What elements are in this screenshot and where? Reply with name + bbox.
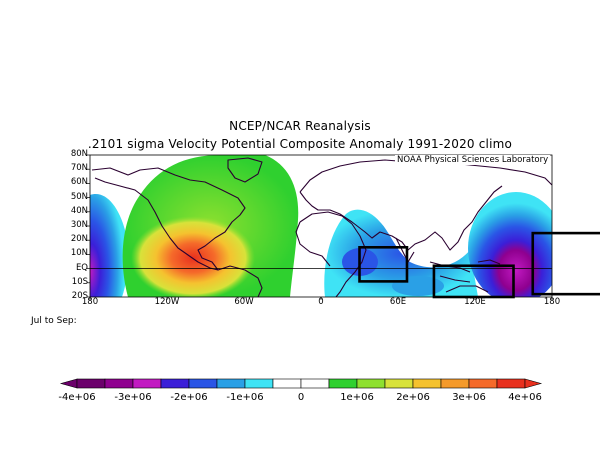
lon-tick-label: 180 xyxy=(81,297,99,307)
colorbar-cell xyxy=(356,378,386,389)
lon-tick-label: 0 xyxy=(318,297,324,307)
colorbar-label: 0 xyxy=(297,392,305,403)
colorbar-label: -4e+06 xyxy=(58,392,96,403)
anomaly-field xyxy=(90,155,552,297)
lat-tick-label: 80N xyxy=(70,149,88,159)
negative-anomaly-pacific xyxy=(468,192,552,297)
colorbar-label: -2e+06 xyxy=(170,392,208,403)
greenland-outline xyxy=(227,157,263,183)
colorbar-label: 2e+06 xyxy=(396,392,430,403)
colorbar-cell xyxy=(384,378,414,389)
positive-anomaly-core xyxy=(131,216,255,297)
page-subtitle: .2101 sigma Velocity Potential Composite… xyxy=(87,137,513,151)
lon-tick-label: 180 xyxy=(543,297,561,307)
australia-outline xyxy=(445,285,489,293)
colorbar-cell xyxy=(76,378,106,389)
south-america-outline xyxy=(217,265,263,297)
lat-tick-label: 40N xyxy=(70,205,88,216)
highlight-box xyxy=(358,246,409,283)
colorbar-cell xyxy=(272,378,302,389)
colorbar-cell xyxy=(132,378,162,389)
negative-anomaly-west xyxy=(90,194,128,297)
colorbar-cell xyxy=(300,378,330,389)
lon-tick-label: 120E xyxy=(464,297,486,307)
colorbar-cell xyxy=(328,378,358,389)
colorbar-label: 3e+06 xyxy=(452,392,486,403)
credit-label: NOAA Physical Sciences Laboratory xyxy=(395,155,551,165)
lat-tick-label: 20N xyxy=(70,234,88,245)
north-america-outline xyxy=(91,167,246,271)
colorbar-cell xyxy=(104,378,134,389)
highlight-boxes xyxy=(358,231,600,299)
lat-tick-label: EQ xyxy=(75,262,88,273)
lon-tick-label: 60W xyxy=(234,297,254,307)
colorbar-cell xyxy=(412,378,442,389)
colorbar-label: 1e+06 xyxy=(340,392,374,403)
highlight-box xyxy=(432,264,515,299)
lat-tick-label: 70N xyxy=(70,163,88,174)
lat-tick-label: 20S xyxy=(71,291,88,301)
colorbar-label: 4e+06 xyxy=(508,392,542,403)
colorbar-cell xyxy=(188,378,218,389)
colorbar-min-arrow xyxy=(59,378,78,389)
colorbar-cell xyxy=(216,378,246,389)
axis-ticks xyxy=(87,154,553,300)
colorbar-label: -1e+06 xyxy=(226,392,264,403)
page-title: NCEP/NCAR Reanalysis xyxy=(229,119,371,133)
season-label: Jul to Sep: xyxy=(31,316,77,326)
highlight-box xyxy=(531,231,600,296)
colorbar-max-arrow xyxy=(524,378,543,389)
lat-tick-label: 10N xyxy=(70,248,88,259)
colorbar-cell xyxy=(160,378,190,389)
colorbar-cell xyxy=(440,378,470,389)
lat-tick-label: 60N xyxy=(70,177,88,188)
colorbar-label: -3e+06 xyxy=(114,392,152,403)
lat-tick-label: 10S xyxy=(71,276,88,287)
colorbar-cell xyxy=(244,378,274,389)
india-outline xyxy=(395,237,415,263)
lat-tick-label: 30N xyxy=(70,220,88,230)
lon-tick-label: 60E xyxy=(389,297,407,307)
lat-tick-label: 50N xyxy=(70,191,88,202)
colorbar-cell xyxy=(496,378,526,389)
africa-outline xyxy=(295,211,367,297)
lon-tick-label: 120W xyxy=(154,297,180,307)
colorbar-cell xyxy=(468,378,498,389)
